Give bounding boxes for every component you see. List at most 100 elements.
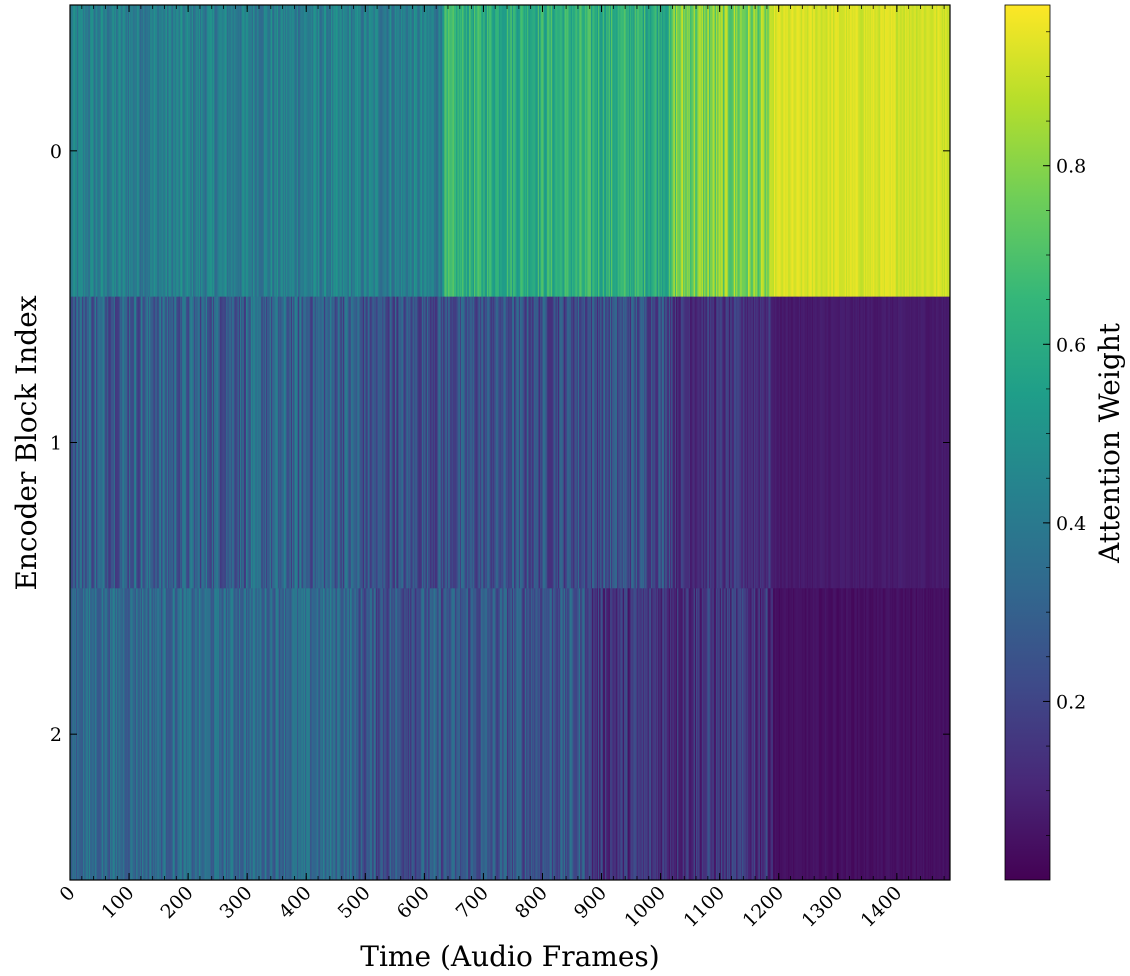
heatmap-cell <box>592 5 594 298</box>
heatmap-cell <box>719 588 722 881</box>
heatmap-cell <box>151 5 154 298</box>
heatmap-cell <box>205 588 208 881</box>
heatmap-cell <box>579 5 581 298</box>
heatmap-cell <box>318 296 320 589</box>
heatmap-cell <box>143 5 145 298</box>
heatmap-cell <box>924 5 926 298</box>
heatmap-cell <box>789 588 791 881</box>
heatmap-cell <box>677 296 679 589</box>
heatmap-cell <box>286 5 288 298</box>
heatmap-cell <box>587 588 589 881</box>
heatmap-cell <box>413 5 416 298</box>
heatmap-cell <box>240 5 242 298</box>
heatmap-cell <box>629 5 632 298</box>
heatmap-cell <box>260 296 262 589</box>
heatmap-cell <box>231 5 234 298</box>
heatmap-cell <box>846 5 848 298</box>
heatmap-cell <box>160 296 163 589</box>
heatmap-cell <box>718 5 721 298</box>
heatmap-cell <box>118 5 121 298</box>
heatmap-cell <box>804 588 807 881</box>
heatmap-cell <box>238 296 241 589</box>
heatmap-cell <box>521 296 523 589</box>
heatmap-cell <box>420 5 423 298</box>
heatmap-cell <box>783 296 786 589</box>
heatmap-cell <box>190 5 193 298</box>
heatmap-cell <box>646 5 649 298</box>
heatmap-cell <box>189 5 191 298</box>
heatmap-cell <box>269 296 272 589</box>
heatmap-cell <box>276 588 279 881</box>
heatmap-cell <box>209 296 211 589</box>
heatmap-cell <box>627 5 630 298</box>
heatmap-cell <box>353 5 356 298</box>
heatmap-cell <box>353 296 356 589</box>
heatmap-cell <box>554 588 556 881</box>
heatmap-row-1 <box>70 296 951 589</box>
heatmap-cell <box>137 296 139 589</box>
heatmap-cell <box>411 588 413 881</box>
heatmap-cell <box>328 588 331 881</box>
heatmap-cell <box>300 588 302 881</box>
heatmap-cell <box>758 5 761 298</box>
heatmap-cell <box>78 5 80 298</box>
heatmap-cell <box>412 588 415 881</box>
heatmap-cell <box>377 588 379 881</box>
heatmap-cell <box>595 5 598 298</box>
heatmap-cell <box>341 588 344 881</box>
heatmap-cell <box>549 588 552 881</box>
heatmap-cell <box>816 588 819 881</box>
heatmap-cell <box>660 5 663 298</box>
heatmap-cell <box>862 5 865 298</box>
heatmap-cell <box>358 296 360 589</box>
heatmap-cell <box>494 296 496 589</box>
heatmap-cell <box>790 296 793 589</box>
heatmap-cell <box>197 588 200 881</box>
heatmap-cell <box>612 296 614 589</box>
heatmap-cell <box>654 296 657 589</box>
heatmap-cell <box>210 296 213 589</box>
heatmap-cell <box>817 588 820 881</box>
heatmap-cell <box>590 588 593 881</box>
heatmap-cell <box>393 5 396 298</box>
heatmap-cell <box>469 296 471 589</box>
heatmap-cell <box>321 296 324 589</box>
heatmap-cell <box>455 588 457 881</box>
heatmap-cell <box>564 296 567 589</box>
heatmap-cell <box>464 588 467 881</box>
heatmap-cell <box>288 588 291 881</box>
heatmap-cell <box>921 5 924 298</box>
heatmap-cell <box>468 588 470 881</box>
heatmap-cell <box>515 588 517 881</box>
heatmap-cell <box>458 296 461 589</box>
heatmap-cell <box>791 588 794 881</box>
heatmap-cell <box>274 5 276 298</box>
heatmap-cell <box>804 5 807 298</box>
heatmap-cell <box>230 296 233 589</box>
heatmap-cell <box>751 296 754 589</box>
heatmap-cell <box>201 588 203 881</box>
heatmap-cell <box>828 5 830 298</box>
heatmap-row-2 <box>70 588 951 881</box>
heatmap-cell <box>540 588 542 881</box>
heatmap-cell <box>627 588 630 881</box>
heatmap-cell <box>99 588 102 881</box>
heatmap-cell <box>928 296 931 589</box>
heatmap-cell <box>126 296 129 589</box>
heatmap-cell <box>805 5 808 298</box>
heatmap-cell <box>86 588 89 881</box>
heatmap-cell <box>587 5 589 298</box>
heatmap-cell <box>570 296 573 589</box>
heatmap-cell <box>430 588 432 881</box>
heatmap-cell <box>710 588 712 881</box>
heatmap-cell <box>535 5 537 298</box>
heatmap-cell <box>172 5 175 298</box>
heatmap-cell <box>251 296 254 589</box>
heatmap-cell <box>257 588 260 881</box>
heatmap-cell <box>840 588 842 881</box>
heatmap-cell <box>844 5 847 298</box>
heatmap-cell <box>381 5 384 298</box>
heatmap-cell <box>269 5 272 298</box>
heatmap-cell <box>774 5 776 298</box>
heatmap-cell <box>661 296 664 589</box>
